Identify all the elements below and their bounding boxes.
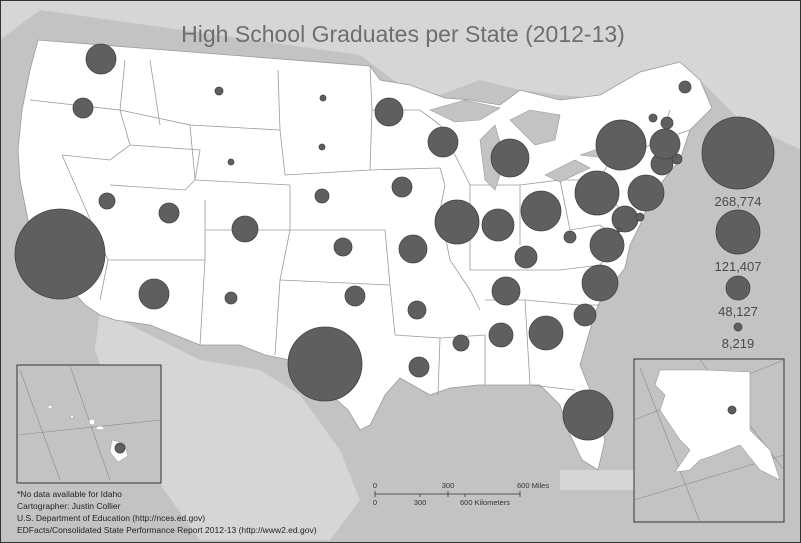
symbol-hawaii [114,442,126,454]
symbol-georgia [528,315,564,351]
symbol-colorado [231,215,259,243]
symbol-nebraska [314,188,330,204]
symbol-mississippi [452,334,470,352]
scale-mi-0: 0 [373,481,377,490]
symbol-utah [158,202,180,224]
symbol-south-dakota [318,143,326,151]
legend-circle-2 [715,209,761,255]
symbol-new-jersey [627,174,665,212]
scale-km-300: 300 [414,498,427,507]
symbol-florida [562,389,614,441]
symbol-oklahoma [344,285,366,307]
legend-label-2: 121,407 [715,259,762,274]
caribbean-land [560,470,640,490]
symbol-kansas [333,237,353,257]
credit-line-1: *No data available for Idaho [17,489,122,499]
symbol-vermont [648,113,658,123]
symbol-kentucky [514,245,538,269]
symbol-nevada [98,192,116,210]
symbol-north-carolina [581,264,619,302]
symbol-tennessee [491,276,521,306]
symbol-new-mexico [224,291,238,305]
symbol-wyoming [227,158,235,166]
symbol-alaska [727,405,737,415]
symbol-indiana [481,208,515,242]
symbol-arkansas [407,300,427,320]
legend-label-4: 8,219 [722,336,755,351]
symbol-missouri [398,234,428,264]
credits: *No data available for Idaho Cartographe… [17,489,317,535]
symbol-montana [214,86,224,96]
symbol-new-york [595,119,647,171]
legend-label-3: 48,127 [718,304,758,319]
alaska-inset [633,358,785,523]
hawaii-inset [16,364,162,484]
symbol-minnesota [374,97,404,127]
symbol-washington [85,43,117,75]
symbol-oregon [72,97,94,119]
symbol-louisiana [408,356,430,378]
credit-line-2: Cartographer: Justin Collier [17,501,121,511]
state-symbols [14,43,692,441]
symbol-rhode-island [671,153,683,165]
symbol-dc [616,227,622,233]
symbol-iowa [391,176,413,198]
scale-km-0: 0 [373,498,377,507]
symbol-illinois [434,199,480,245]
legend-label-1: 268,774 [715,194,762,209]
legend-circle-4 [733,322,743,332]
symbol-maryland [611,205,639,233]
symbol-virginia [589,227,625,263]
legend: 268,774 121,407 48,127 8,219 [701,116,775,351]
symbol-new-hampshire [660,116,674,130]
symbol-south-carolina [573,303,597,327]
symbol-delaware [635,212,645,222]
symbol-michigan [490,138,530,178]
legend-circle-3 [725,275,751,301]
credit-line-4: EDFacts/Consolidated State Performance R… [17,525,317,535]
symbol-texas [287,326,363,402]
symbol-arizona [138,278,170,310]
symbol-maine [678,80,692,94]
map-title: High School Graduates per State (2012-13… [181,21,625,47]
legend-circle-1 [701,116,775,190]
scale-mi-300: 300 [442,481,455,490]
scale-bar: 0 300 600 Miles 0 300 600 Kilometers [373,481,549,507]
scale-mi-600: 600 Miles [517,481,549,490]
symbol-west-virginia [563,230,577,244]
symbol-alabama [488,322,514,348]
symbol-ohio [520,190,562,232]
symbol-california [14,208,106,300]
symbol-massachusetts [649,128,681,160]
scale-km-600: 600 Kilometers [460,498,510,507]
symbol-pennsylvania [574,170,620,216]
credit-line-3: U.S. Department of Education (http://nce… [17,513,205,523]
canada-land [0,0,801,150]
symbol-wisconsin [427,126,459,158]
symbol-north-dakota [319,94,327,102]
